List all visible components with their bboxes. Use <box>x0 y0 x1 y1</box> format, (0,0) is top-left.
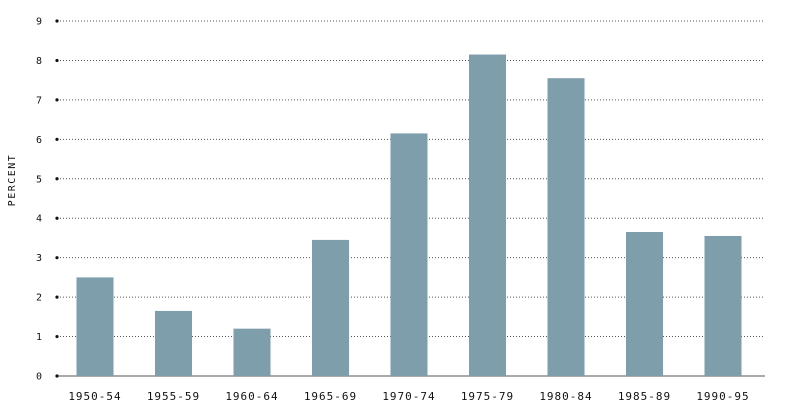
y-tick-label: 2 <box>36 293 42 304</box>
bar-1975-79 <box>469 54 506 377</box>
x-category-label: 1980-84 <box>539 390 592 403</box>
x-category-label: 1970-74 <box>382 390 435 403</box>
x-axis-labels: 1950-54 1955-59 1960-64 1965-69 1970-74 1975-… <box>68 390 749 403</box>
bar-1970-74 <box>390 133 428 376</box>
y-tick-label: 5 <box>36 174 42 185</box>
x-category-label: 1990-95 <box>696 390 749 403</box>
y-tick-label: 7 <box>36 95 42 106</box>
y-axis-title: PERCENT <box>7 154 18 207</box>
y-tick-label: 4 <box>36 214 42 225</box>
bar-1960-64 <box>233 328 271 376</box>
y-tick-label: 3 <box>36 253 42 264</box>
bar-1980-84 <box>547 78 585 376</box>
x-category-label: 1965-69 <box>304 390 357 403</box>
x-category-label: 1985-89 <box>618 390 671 403</box>
bars <box>76 54 742 377</box>
y-tick-label: 0 <box>36 372 42 383</box>
y-tick-label: 8 <box>36 56 42 67</box>
y-tick-mark <box>55 137 59 141</box>
bar-1955-59 <box>155 310 192 376</box>
x-category-label: 1950-54 <box>68 390 121 403</box>
y-tick-mark <box>55 58 59 63</box>
y-tick-mark <box>55 216 59 220</box>
bar-1950-54 <box>76 277 114 376</box>
y-tick-mark <box>55 334 59 339</box>
y-tick-mark <box>55 295 59 299</box>
x-category-label: 1960-64 <box>225 390 278 403</box>
x-category-label: 1975-79 <box>461 390 514 403</box>
y-tick-label: 9 <box>36 17 42 28</box>
x-category-label: 1955-59 <box>147 390 200 403</box>
y-tick-mark <box>55 177 59 181</box>
bar-1985-89 <box>626 232 663 376</box>
bar-1965-69 <box>312 239 349 376</box>
bar-1990-95 <box>704 235 742 376</box>
y-tick-label: 6 <box>36 135 42 146</box>
y-tick-mark <box>55 19 59 23</box>
y-tick-label: 1 <box>36 332 42 343</box>
y-axis-ticks: 0 1 2 3 4 5 6 7 8 9 <box>36 17 59 383</box>
y-tick-mark <box>55 256 59 260</box>
y-tick-mark <box>55 374 59 378</box>
y-tick-mark <box>55 98 59 102</box>
